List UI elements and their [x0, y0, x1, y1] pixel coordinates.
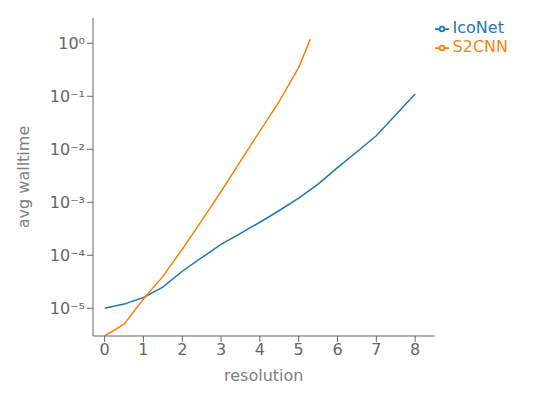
svg-text:3: 3 [216, 340, 226, 359]
svg-text:resolution: resolution [224, 366, 303, 385]
svg-text:1: 1 [138, 340, 148, 359]
svg-text:8: 8 [410, 340, 420, 359]
svg-text:10⁻⁴: 10⁻⁴ [50, 246, 85, 265]
svg-text:7: 7 [371, 340, 381, 359]
svg-text:2: 2 [177, 340, 187, 359]
svg-text:10⁻¹: 10⁻¹ [50, 87, 85, 106]
html-text:S2CNN: S2CNN [452, 37, 508, 56]
svg-text:avg walltime: avg walltime [14, 126, 33, 228]
svg-text:0: 0 [100, 340, 110, 359]
svg-text:4: 4 [255, 340, 265, 359]
svg-text:5: 5 [294, 340, 304, 359]
html-text:IcoNet: IcoNet [452, 18, 504, 37]
svg-text:6: 6 [332, 340, 342, 359]
svg-text:10⁰: 10⁰ [58, 34, 85, 53]
svg-text:10⁻²: 10⁻² [50, 140, 85, 159]
svg-text:10⁻⁵: 10⁻⁵ [50, 299, 85, 318]
svg-text:10⁻³: 10⁻³ [50, 193, 85, 212]
